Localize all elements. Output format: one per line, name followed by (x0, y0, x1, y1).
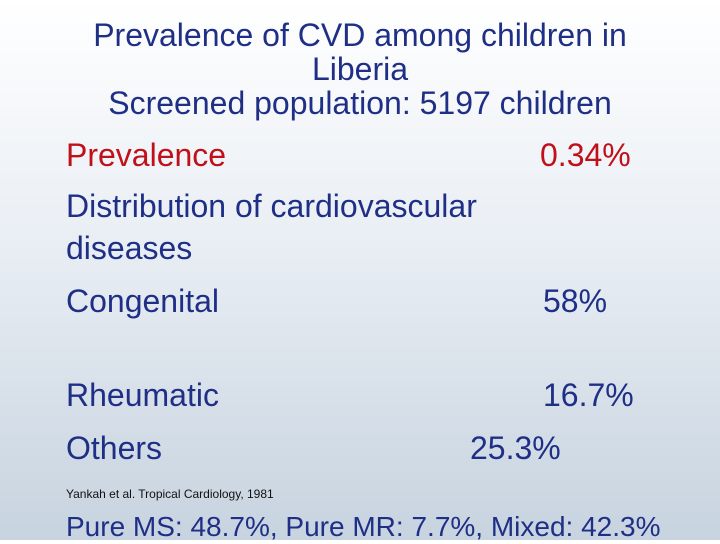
row-congenital-value: 58% (543, 283, 608, 319)
slide-title: Prevalence of CVD among children in Libe… (0, 18, 720, 120)
title-line-3: Screened population: 5197 children (108, 85, 612, 121)
row-others-value: 25.3% (470, 430, 561, 466)
row-congenital-label: Congenital (66, 283, 219, 319)
title-line-2: Liberia (311, 51, 409, 87)
title-line-1: Prevalence of CVD among children in (93, 17, 627, 53)
row-others-label: Others (66, 430, 163, 466)
footer-breakdown: Pure MS: 48.7%, Pure MR: 7.7%, Mixed: 42… (66, 511, 661, 542)
prevalence-value: 0.34% (540, 137, 631, 173)
distribution-heading-line-2: diseases (66, 230, 193, 266)
citation: Yankah et al. Tropical Cardiology, 1981 (66, 487, 274, 501)
row-rheumatic-value: 16.7% (543, 377, 634, 413)
prevalence-label: Prevalence (66, 137, 227, 173)
row-rheumatic-label: Rheumatic (66, 377, 219, 413)
distribution-heading-line-1: Distribution of cardiovascular (66, 188, 477, 224)
